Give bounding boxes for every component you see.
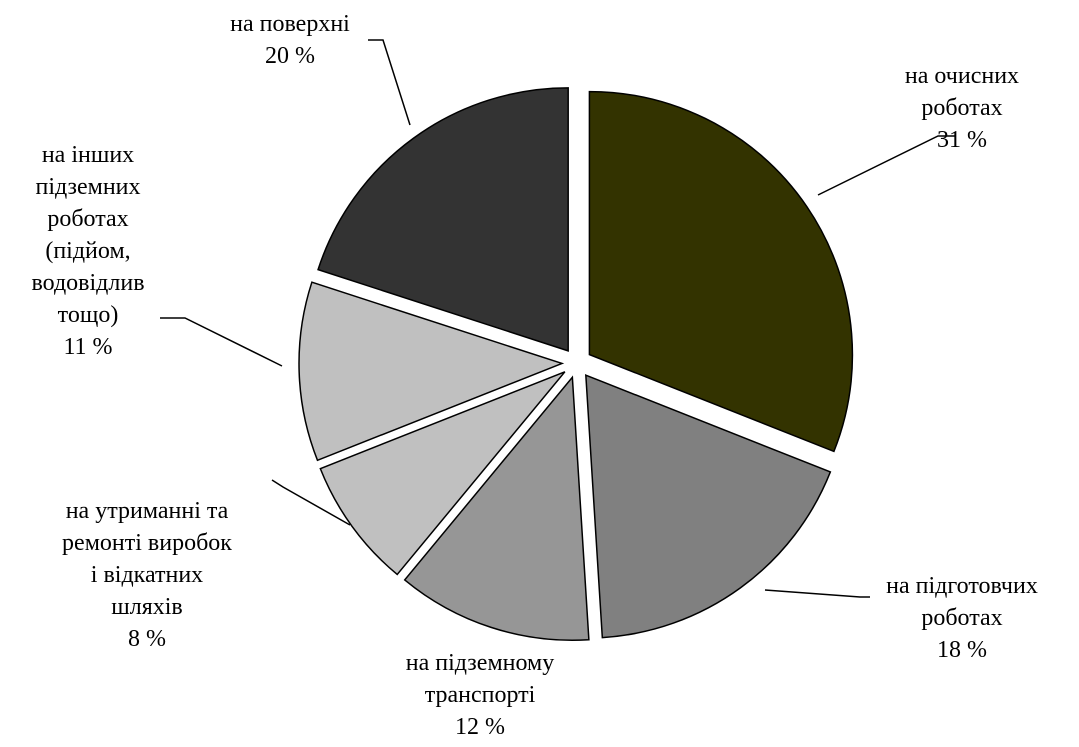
slice-value-label: 20 % — [265, 43, 315, 69]
slice-category-label-line: роботах — [921, 95, 1002, 121]
slice-value-label: 8 % — [128, 626, 166, 652]
slice-label-6: на поверхні 20 % — [230, 11, 350, 69]
leader-line-2 — [764, 589, 870, 598]
leader-line-6 — [368, 39, 411, 126]
slice-label-4: на утриманні та ремонті виробок і відкатни… — [62, 498, 232, 652]
pie-slice-4 — [319, 371, 566, 576]
pie-slice-2 — [584, 374, 832, 639]
leader-lines-layer — [160, 39, 955, 598]
leader-line-1 — [817, 135, 955, 196]
slice-category-label-line: на підготовчих — [886, 573, 1038, 599]
slice-category-label-line: роботах — [921, 605, 1002, 631]
slice-category-label-line: на інших — [42, 142, 134, 168]
slice-category-label-line: тощо) — [58, 302, 119, 328]
slice-category-label-line: на підземному — [406, 650, 554, 676]
slice-label-5: на інших підземних роботах (підйом, водовідл… — [31, 142, 144, 360]
pie-slice-6 — [317, 87, 569, 352]
slice-label-3: на підземному транспорті 12 % — [406, 650, 554, 740]
slice-value-label: 18 % — [937, 637, 987, 663]
slice-category-label-line: ремонті виробок — [62, 530, 232, 556]
slice-category-label-line: (підйом, — [45, 238, 130, 264]
slice-value-label: 11 % — [63, 334, 112, 360]
slice-category-label-line: на поверхні — [230, 11, 350, 37]
labels-layer: на очисних роботах 31 % на підготовчих робот… — [31, 11, 1037, 740]
pie-slice-3 — [403, 375, 590, 641]
slice-value-label: 31 % — [937, 127, 987, 153]
slice-category-label-line: роботах — [47, 206, 128, 232]
slice-category-label-line: водовідлив — [31, 270, 144, 296]
pie-slice-1 — [588, 90, 854, 453]
slices-layer — [298, 87, 854, 641]
leader-line-4 — [271, 479, 351, 526]
slice-value-label: 12 % — [455, 714, 505, 740]
slice-category-label-line: на утриманні та — [66, 498, 229, 524]
slice-label-2: на підготовчих роботах 18 % — [886, 573, 1038, 663]
leader-line-5 — [160, 317, 283, 367]
slice-label-1: на очисних роботах 31 % — [905, 63, 1019, 153]
slice-category-label-line: і відкатних — [91, 562, 203, 588]
slice-category-label-line: шляхів — [111, 594, 183, 620]
slice-category-label-line: транспорті — [425, 682, 536, 708]
slice-category-label-line: підземних — [35, 174, 140, 200]
slice-category-label-line: на очисних — [905, 63, 1019, 89]
pie-slice-5 — [298, 281, 565, 462]
